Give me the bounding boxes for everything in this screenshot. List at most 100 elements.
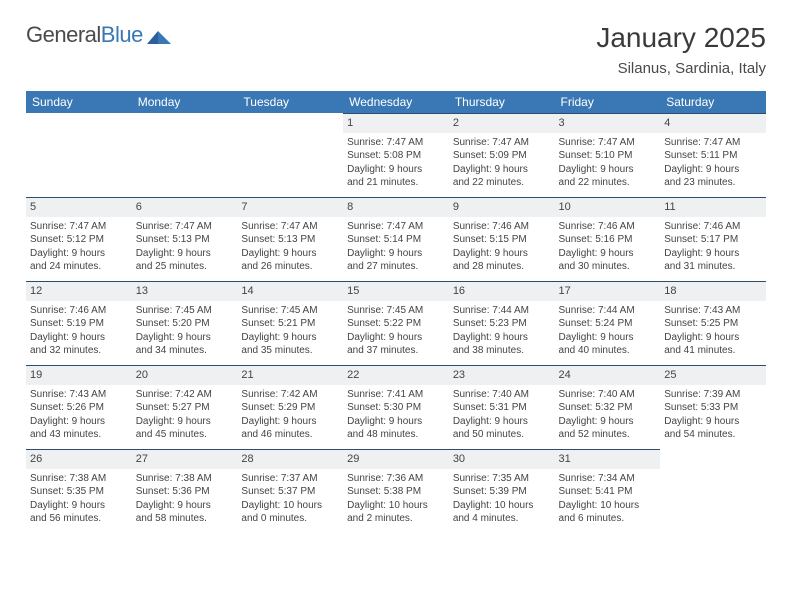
day-number: 2 — [449, 113, 555, 133]
day-cell: 28 Sunrise: 7:37 AMSunset: 5:37 PMDayligh… — [237, 449, 343, 533]
day-number: 14 — [237, 281, 343, 301]
day-cell: 6Sunrise: 7:47 AMSunset: 5:13 PMDaylight… — [132, 197, 238, 281]
calendar-cell: 20Sunrise: 7:42 AMSunset: 5:27 PMDayligh… — [132, 365, 238, 449]
day-detail-line: Sunset: 5:13 PM — [241, 233, 339, 247]
day-cell — [132, 113, 238, 197]
day-cell: 5Sunrise: 7:47 AMSunset: 5:12 PMDaylight… — [26, 197, 132, 281]
day-detail-line: Daylight: 9 hours — [347, 331, 445, 345]
day-detail-line: Sunset: 5:10 PM — [559, 149, 657, 163]
day-detail-line: Daylight: 9 hours — [559, 415, 657, 429]
day-detail-line: Sunrise: 7:46 AM — [664, 220, 762, 234]
calendar-cell: 27Sunrise: 7:38 AMSunset: 5:36 PMDayligh… — [132, 449, 238, 533]
calendar-table: Sunday Monday Tuesday Wednesday Thursday… — [26, 91, 766, 533]
day-detail-line: Sunset: 5:09 PM — [453, 149, 551, 163]
day-cell: 30Sunrise: 7:35 AMSunset: 5:39 PMDayligh… — [449, 449, 555, 533]
day-detail-line: Sunrise: 7:47 AM — [453, 136, 551, 150]
weekday-header: Thursday — [449, 91, 555, 113]
day-detail-line: Daylight: 10 hours — [241, 499, 339, 513]
day-cell: 19Sunrise: 7:43 AMSunset: 5:26 PMDayligh… — [26, 365, 132, 449]
day-detail-line: Daylight: 10 hours — [347, 499, 445, 513]
calendar-cell: 24Sunrise: 7:40 AMSunset: 5:32 PMDayligh… — [555, 365, 661, 449]
day-detail-line: and 22 minutes. — [559, 176, 657, 190]
day-detail-line: Sunrise: 7:34 AM — [559, 472, 657, 486]
month-title: January 2025 — [596, 22, 766, 54]
calendar-cell: 17Sunrise: 7:44 AMSunset: 5:24 PMDayligh… — [555, 281, 661, 365]
day-detail-line: Daylight: 9 hours — [30, 331, 128, 345]
day-number: 1 — [343, 113, 449, 133]
day-detail-line: Sunset: 5:29 PM — [241, 401, 339, 415]
day-detail-line: Daylight: 9 hours — [664, 415, 762, 429]
day-detail-line: Sunset: 5:37 PM — [241, 485, 339, 499]
day-detail-line: Daylight: 9 hours — [30, 499, 128, 513]
calendar-cell — [26, 113, 132, 197]
day-detail-line: Sunset: 5:30 PM — [347, 401, 445, 415]
day-number: 25 — [660, 365, 766, 385]
day-number: 23 — [449, 365, 555, 385]
day-cell: 16Sunrise: 7:44 AMSunset: 5:23 PMDayligh… — [449, 281, 555, 365]
day-cell: 11Sunrise: 7:46 AMSunset: 5:17 PMDayligh… — [660, 197, 766, 281]
day-detail-line: and 52 minutes. — [559, 428, 657, 442]
weekday-header: Monday — [132, 91, 238, 113]
day-detail-line: Sunrise: 7:45 AM — [241, 304, 339, 318]
day-cell — [660, 449, 766, 533]
calendar-cell: 28 Sunrise: 7:37 AMSunset: 5:37 PMDayligh… — [237, 449, 343, 533]
day-number: 3 — [555, 113, 661, 133]
calendar-cell: 18Sunrise: 7:43 AMSunset: 5:25 PMDayligh… — [660, 281, 766, 365]
day-detail-line: Sunset: 5:15 PM — [453, 233, 551, 247]
day-cell: 20Sunrise: 7:42 AMSunset: 5:27 PMDayligh… — [132, 365, 238, 449]
calendar-cell: 9Sunrise: 7:46 AMSunset: 5:15 PMDaylight… — [449, 197, 555, 281]
day-detail-line: Sunrise: 7:47 AM — [241, 220, 339, 234]
day-detail-line: Sunrise: 7:43 AM — [30, 388, 128, 402]
logo-text: GeneralBlue — [26, 22, 143, 48]
day-detail-line: Sunrise: 7:42 AM — [136, 388, 234, 402]
day-detail-line: Sunset: 5:11 PM — [664, 149, 762, 163]
day-detail-line: Sunset: 5:39 PM — [453, 485, 551, 499]
day-detail-line: Sunset: 5:36 PM — [136, 485, 234, 499]
day-detail-line: Sunset: 5:13 PM — [136, 233, 234, 247]
day-cell: 4Sunrise: 7:47 AMSunset: 5:11 PMDaylight… — [660, 113, 766, 197]
day-detail-line: and 43 minutes. — [30, 428, 128, 442]
day-detail-line: Daylight: 9 hours — [453, 331, 551, 345]
day-detail-line: Sunset: 5:31 PM — [453, 401, 551, 415]
weekday-header: Tuesday — [237, 91, 343, 113]
day-detail-line: Daylight: 9 hours — [30, 247, 128, 261]
day-number: 10 — [555, 197, 661, 217]
weekday-header: Sunday — [26, 91, 132, 113]
day-cell: 23Sunrise: 7:40 AMSunset: 5:31 PMDayligh… — [449, 365, 555, 449]
day-detail-line: Sunset: 5:26 PM — [30, 401, 128, 415]
logo-mark-icon — [147, 26, 171, 44]
day-detail-line: Sunrise: 7:46 AM — [30, 304, 128, 318]
day-detail-line: Daylight: 9 hours — [30, 415, 128, 429]
day-number: 30 — [449, 449, 555, 469]
day-cell: 3Sunrise: 7:47 AMSunset: 5:10 PMDaylight… — [555, 113, 661, 197]
day-detail-line: and 24 minutes. — [30, 260, 128, 274]
day-detail-line: Daylight: 9 hours — [241, 415, 339, 429]
day-detail-line: Daylight: 9 hours — [241, 247, 339, 261]
day-cell: 8Sunrise: 7:47 AMSunset: 5:14 PMDaylight… — [343, 197, 449, 281]
day-cell — [26, 113, 132, 197]
day-detail-line: Sunrise: 7:39 AM — [664, 388, 762, 402]
calendar-cell: 10Sunrise: 7:46 AMSunset: 5:16 PMDayligh… — [555, 197, 661, 281]
day-cell: 31Sunrise: 7:34 AMSunset: 5:41 PMDayligh… — [555, 449, 661, 533]
day-detail-line: and 0 minutes. — [241, 512, 339, 526]
logo: GeneralBlue — [26, 22, 171, 48]
day-detail-line: Sunrise: 7:37 AM — [241, 472, 339, 486]
calendar-body: 1Sunrise: 7:47 AMSunset: 5:08 PMDaylight… — [26, 113, 766, 533]
day-detail-line: Sunset: 5:38 PM — [347, 485, 445, 499]
day-detail-line: and 27 minutes. — [347, 260, 445, 274]
day-cell: 9Sunrise: 7:46 AMSunset: 5:15 PMDaylight… — [449, 197, 555, 281]
day-cell: 7Sunrise: 7:47 AMSunset: 5:13 PMDaylight… — [237, 197, 343, 281]
day-detail-line: Daylight: 9 hours — [136, 247, 234, 261]
day-detail-line: Daylight: 9 hours — [241, 331, 339, 345]
day-number: 28 — [237, 449, 343, 469]
day-number: 31 — [555, 449, 661, 469]
calendar-cell: 7Sunrise: 7:47 AMSunset: 5:13 PMDaylight… — [237, 197, 343, 281]
day-detail-line: Sunrise: 7:47 AM — [664, 136, 762, 150]
day-detail-line: Daylight: 9 hours — [559, 163, 657, 177]
day-number: 22 — [343, 365, 449, 385]
calendar-cell: 12Sunrise: 7:46 AMSunset: 5:19 PMDayligh… — [26, 281, 132, 365]
day-detail-line: Sunset: 5:32 PM — [559, 401, 657, 415]
day-detail-line: and 56 minutes. — [30, 512, 128, 526]
day-detail-line: and 37 minutes. — [347, 344, 445, 358]
day-detail-line: Sunset: 5:20 PM — [136, 317, 234, 331]
